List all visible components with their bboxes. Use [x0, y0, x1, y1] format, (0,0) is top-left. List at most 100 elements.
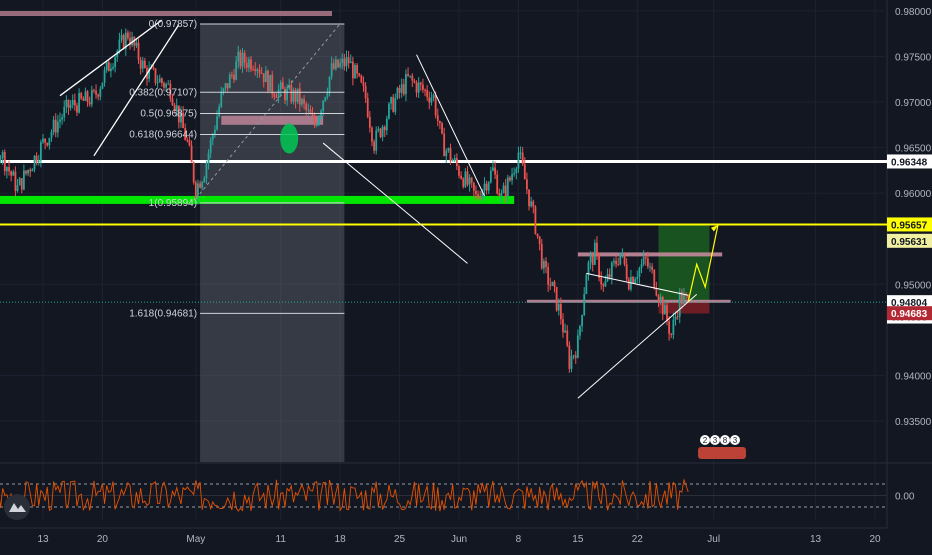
- candle: [411, 73, 414, 88]
- candle-body: [133, 37, 136, 46]
- candle-body: [107, 62, 110, 72]
- candle: [12, 169, 15, 176]
- candle: [388, 102, 390, 120]
- candle: [267, 69, 269, 94]
- candle: [436, 108, 439, 127]
- candle: [413, 78, 416, 84]
- candle: [95, 84, 97, 99]
- time-tick-label: 25: [394, 534, 406, 545]
- candle-body: [477, 194, 480, 198]
- candle: [139, 56, 142, 75]
- candle: [619, 252, 622, 266]
- candle: [405, 69, 407, 102]
- candle: [621, 248, 624, 258]
- time-tick-label: Jul: [707, 534, 720, 545]
- candle: [542, 258, 545, 274]
- candle: [3, 149, 6, 176]
- candle: [207, 149, 210, 170]
- candle: [559, 297, 562, 325]
- candle-body: [250, 59, 252, 70]
- candle: [69, 99, 72, 111]
- candle-body: [542, 261, 545, 269]
- event-badge-label: 2: [703, 436, 708, 445]
- highlight-ellipse: [280, 123, 299, 154]
- candle-body: [600, 277, 603, 285]
- candle: [201, 181, 204, 191]
- candle-body: [182, 112, 184, 128]
- time-tick-label: 13: [810, 534, 822, 545]
- candle-body: [545, 261, 547, 268]
- time-axis[interactable]: 13 20 May 11 18 25 Jun 8 15 22 Jul 13 20: [37, 534, 881, 545]
- candle: [676, 310, 679, 320]
- candle-body: [197, 183, 199, 198]
- candle: [286, 84, 288, 106]
- candle-body: [275, 96, 278, 99]
- candle-body: [511, 174, 513, 181]
- candle-body: [245, 62, 248, 68]
- candle-body: [311, 114, 314, 116]
- candle-body: [424, 89, 426, 91]
- candle: [668, 315, 671, 341]
- candle: [180, 106, 182, 128]
- candle: [39, 139, 42, 168]
- candle: [343, 53, 346, 71]
- candle: [165, 82, 168, 92]
- candle-body: [576, 335, 579, 358]
- candle-body: [430, 97, 433, 103]
- candle-body: [247, 59, 250, 68]
- triangle-upper: [586, 272, 689, 296]
- candle: [600, 271, 603, 290]
- price-tag: 0.94683: [887, 306, 932, 321]
- candle: [383, 125, 386, 138]
- candle-body: [254, 69, 257, 72]
- time-tick-label: 20: [97, 534, 109, 545]
- candle-body: [1, 151, 4, 158]
- candle-body: [339, 62, 342, 68]
- candle: [152, 64, 155, 71]
- candle: [301, 97, 303, 108]
- candle-body: [264, 70, 267, 83]
- candle: [534, 205, 537, 235]
- candle-body: [303, 99, 305, 104]
- candle: [509, 175, 511, 182]
- candle: [347, 50, 350, 69]
- candle-body: [343, 58, 346, 67]
- candle-body: [95, 90, 97, 95]
- candle: [122, 33, 125, 50]
- candle: [279, 80, 282, 96]
- price-tick-label: 0.97500: [895, 52, 932, 63]
- candle-body: [243, 52, 246, 63]
- candle: [632, 275, 634, 284]
- candle-body: [301, 99, 303, 105]
- candle-body: [207, 152, 210, 164]
- candle-body: [99, 88, 102, 97]
- candle-body: [169, 83, 172, 99]
- candle-body: [551, 281, 554, 286]
- candle: [653, 269, 656, 290]
- candle: [574, 351, 577, 364]
- price-axis[interactable]: 0.98000 0.97500 0.97000 0.96500 0.96000 0.950…: [887, 7, 932, 428]
- candle: [243, 50, 246, 69]
- candle-body: [22, 170, 25, 190]
- candle: [120, 29, 123, 43]
- candle-body: [540, 243, 543, 269]
- candle: [655, 281, 658, 297]
- candle-body: [112, 67, 114, 69]
- candle: [205, 160, 208, 185]
- candle-body: [25, 170, 27, 174]
- candle: [519, 146, 522, 160]
- candle-body: [42, 138, 44, 143]
- candle: [84, 87, 87, 102]
- support-bar-green: [0, 195, 515, 204]
- candle: [107, 59, 110, 72]
- candle: [124, 28, 127, 56]
- candle: [472, 182, 475, 198]
- candle: [313, 112, 316, 129]
- candle: [496, 170, 499, 195]
- candle-body: [27, 169, 30, 174]
- candle: [33, 155, 36, 173]
- candle: [281, 77, 284, 89]
- candle-body: [156, 82, 159, 84]
- range-bottom-band: [526, 299, 731, 303]
- candle-body: [61, 117, 64, 120]
